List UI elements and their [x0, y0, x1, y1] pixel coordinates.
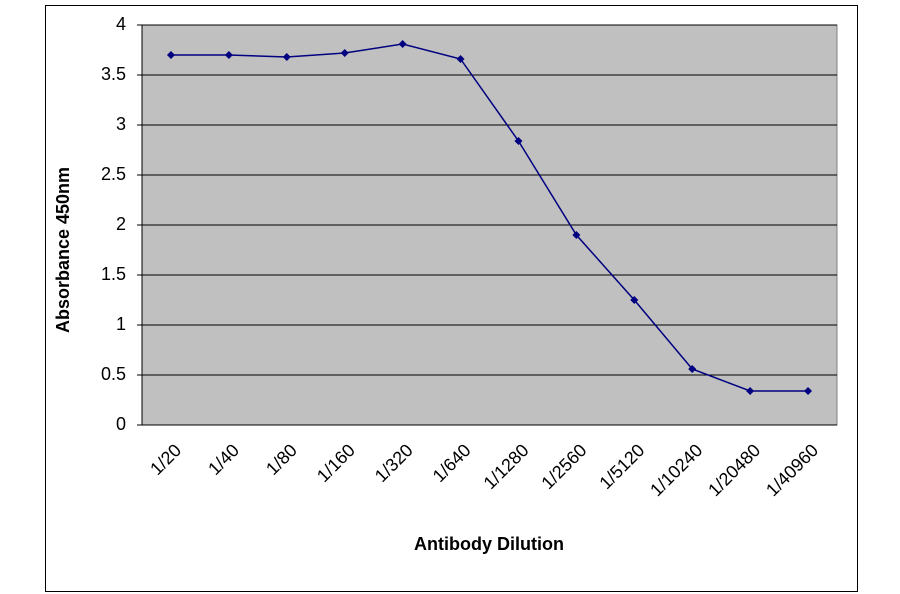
y-tick-label: 0	[116, 414, 126, 434]
data-point	[630, 296, 639, 304]
data-point	[166, 51, 175, 59]
y-tick-label: 0.5	[101, 364, 126, 384]
y-tick-label: 4	[116, 14, 126, 34]
data-point	[746, 387, 755, 395]
data-point	[340, 49, 349, 57]
data-point	[688, 365, 697, 373]
y-tick-label: 3.5	[101, 64, 126, 84]
x-axis-title: Antibody Dilution	[414, 534, 564, 554]
data-point	[282, 53, 291, 61]
y-tick-label: 2	[116, 214, 126, 234]
data-point	[398, 40, 407, 48]
data-point	[804, 387, 813, 395]
y-axis-title: Absorbance 450nm	[53, 167, 73, 333]
y-tick-label: 2.5	[101, 164, 126, 184]
data-point	[456, 55, 465, 63]
data-point	[514, 137, 523, 145]
data-point	[572, 231, 581, 239]
y-tick-label: 1.5	[101, 264, 126, 284]
plot-area: 00.511.522.533.541/20 1/40 1/80 1/160 1/320 1…	[101, 14, 838, 500]
y-tick-label: 3	[116, 114, 126, 134]
y-tick-label: 1	[116, 314, 126, 334]
series-line	[170, 43, 809, 392]
data-point	[224, 51, 233, 59]
